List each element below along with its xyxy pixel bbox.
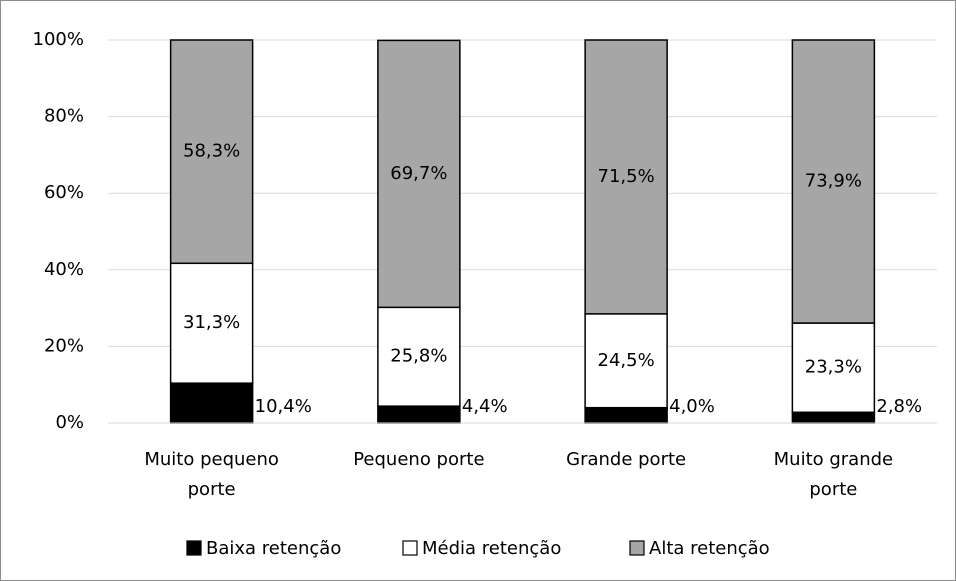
x-tick-label-box: Muito grande porte — [773, 449, 894, 500]
data-label: 23,3% — [805, 357, 862, 378]
legend-swatch — [629, 540, 645, 556]
y-tick-label: 20% — [44, 335, 84, 356]
data-label: 10,4% — [255, 396, 312, 417]
data-label: 31,3% — [183, 312, 240, 333]
data-label: 69,7% — [390, 163, 447, 184]
data-label: 58,3% — [183, 141, 240, 162]
bar-segment — [791, 411, 876, 424]
x-tick-label: Grande porte — [566, 449, 687, 470]
bar-segment — [791, 39, 876, 324]
x-tick-label: Muito grande porte — [773, 449, 894, 500]
data-label: 73,9% — [805, 171, 862, 192]
data-label: 25,8% — [390, 346, 447, 367]
y-tick-label: 80% — [44, 106, 84, 127]
y-tick-label: 40% — [44, 259, 84, 280]
legend-swatch — [186, 540, 202, 556]
bar-segment — [584, 39, 668, 315]
legend-swatch — [402, 540, 418, 556]
legend-label: Média retenção — [422, 538, 561, 559]
data-label: 71,5% — [598, 166, 655, 187]
bar-segment — [169, 382, 254, 424]
x-tick-label-box: Grande porte — [566, 449, 687, 470]
data-label: 24,5% — [598, 350, 655, 371]
bar-segment — [169, 39, 254, 265]
bar-segment — [169, 262, 254, 384]
y-tick-label: 100% — [33, 29, 84, 50]
x-tick-label: Pequeno porte — [353, 449, 485, 470]
bar-segment — [377, 39, 461, 309]
y-tick-label: 60% — [44, 182, 84, 203]
legend-label: Alta retenção — [649, 538, 770, 559]
data-label: 4,4% — [462, 396, 508, 417]
bar-segment — [584, 406, 668, 424]
data-label: 4,0% — [669, 396, 715, 417]
bar-segment — [584, 313, 668, 409]
data-label: 2,8% — [876, 396, 922, 417]
x-tick-label-box: Pequeno porte — [353, 449, 485, 470]
x-tick-label-box: Muito pequeno porte — [144, 449, 279, 500]
bar-segment — [791, 322, 876, 414]
y-tick-label: 0% — [55, 412, 84, 433]
bar-segment — [377, 405, 461, 424]
legend-label: Baixa retenção — [206, 538, 341, 559]
x-tick-label: Muito pequeno porte — [144, 449, 279, 500]
